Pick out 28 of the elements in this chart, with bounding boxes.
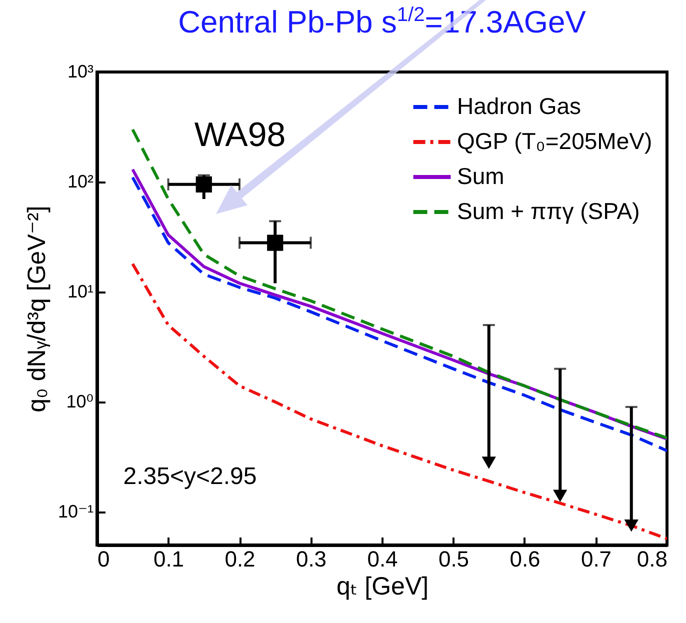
x-axis-title: qₜ [GeV] bbox=[336, 572, 429, 600]
x-tick-label: 0.6 bbox=[510, 546, 540, 572]
point bbox=[553, 490, 568, 502]
x-tick-label: 0.4 bbox=[367, 546, 398, 572]
x-tick-label: 0 bbox=[98, 546, 110, 572]
x-tick-label: 0.8 bbox=[636, 546, 668, 572]
annotation: 2.35<y<2.95 bbox=[123, 463, 257, 490]
point bbox=[267, 234, 284, 251]
legend-label: QGP (T₀=205MeV) bbox=[457, 128, 652, 154]
point bbox=[196, 176, 212, 192]
point bbox=[624, 520, 638, 532]
y-axis-title: q₀ dNᵧ/d³q [GeV⁻²] bbox=[22, 206, 51, 412]
x-tick-label: 0.1 bbox=[153, 546, 184, 572]
y-tick-label: 10² bbox=[67, 171, 94, 192]
x-tick-label: 0.2 bbox=[224, 546, 256, 572]
chart-title: Central Pb-Pb s$^{1/2}$=17.3AGeV bbox=[177, 4, 587, 40]
legend-label: Hadron Gas bbox=[457, 93, 582, 119]
legend-label: Sum bbox=[457, 163, 504, 189]
x-tick-label: 0.3 bbox=[296, 546, 327, 572]
x-tick-label: 0.5 bbox=[438, 546, 470, 572]
y-tick-label: 10⁰ bbox=[66, 391, 94, 412]
annotation: WA98 bbox=[194, 116, 286, 154]
legend-label: Sum + ππγ (SPA) bbox=[457, 198, 640, 224]
y-tick-label: 10³ bbox=[67, 62, 94, 82]
y-tick-label: 10⁻¹ bbox=[58, 501, 94, 522]
point bbox=[482, 456, 496, 469]
x-tick-label: 0.7 bbox=[580, 546, 612, 572]
y-tick-label: 10¹ bbox=[67, 281, 94, 302]
